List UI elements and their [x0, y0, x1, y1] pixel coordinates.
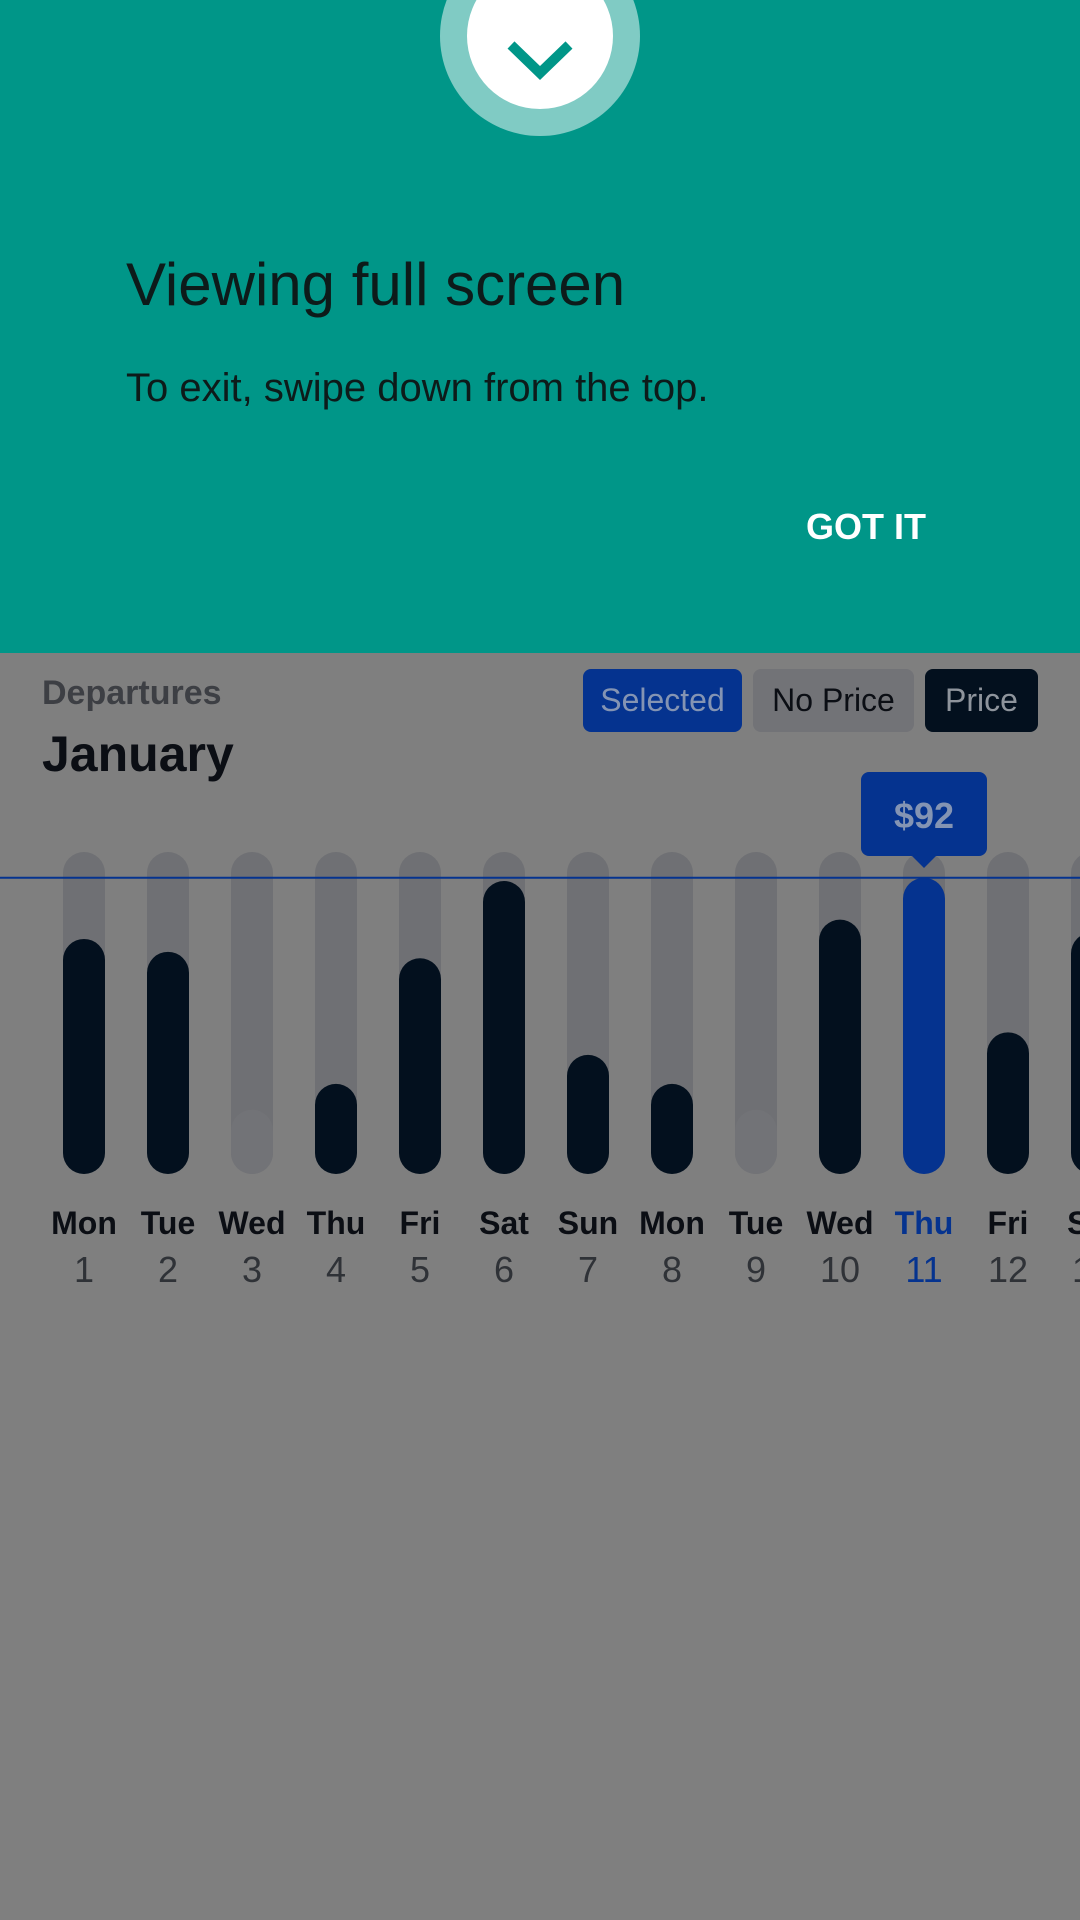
price-bar[interactable] — [987, 1032, 1029, 1174]
price-bar[interactable] — [399, 958, 441, 1174]
weekday-label: Wed — [807, 1205, 874, 1241]
legend-selected: Selected — [583, 669, 742, 732]
day-number: 11 — [905, 1249, 942, 1290]
price-bar[interactable] — [735, 1109, 777, 1174]
weekday-label: Wed — [219, 1205, 286, 1241]
got-it-button[interactable]: GOT IT — [806, 506, 926, 547]
price-bar[interactable] — [147, 951, 189, 1174]
day-number: 9 — [746, 1249, 766, 1290]
day-number: 6 — [494, 1249, 514, 1290]
notice-body: To exit, swipe down from the top. — [126, 366, 709, 410]
selected-price-bar[interactable] — [903, 877, 945, 1174]
day-number: 12 — [988, 1249, 1028, 1290]
weekday-label: Mon — [51, 1205, 117, 1241]
day-number: 4 — [326, 1249, 346, 1290]
day-number: 8 — [662, 1249, 682, 1290]
bar-track — [735, 852, 777, 1174]
price-bar[interactable] — [1071, 933, 1080, 1175]
day-number: 7 — [578, 1249, 598, 1290]
month-title: January — [42, 726, 234, 782]
weekday-label: Sat — [479, 1205, 529, 1241]
weekday-label: Mon — [639, 1205, 705, 1241]
day-number: 1 — [74, 1249, 94, 1290]
notice-handle-knob[interactable] — [467, 0, 613, 109]
day-number: 5 — [410, 1249, 430, 1290]
day-number: 10 — [820, 1249, 860, 1290]
day-number: 2 — [158, 1249, 178, 1290]
notice-title: Viewing full screen — [126, 251, 626, 318]
legend-no-price: No Price — [753, 669, 914, 732]
price-bar[interactable] — [483, 880, 525, 1174]
fullscreen-notice: Viewing full screen To exit, swipe down … — [0, 0, 1080, 653]
price-bar[interactable] — [819, 919, 861, 1174]
weekday-label: Tue — [729, 1205, 784, 1241]
price-bar[interactable] — [63, 938, 105, 1174]
departures-label: Departures — [42, 674, 222, 712]
price-bar[interactable] — [567, 1054, 609, 1174]
price-bar[interactable] — [651, 1083, 693, 1174]
notice-handle[interactable] — [440, 0, 640, 136]
price-bar[interactable] — [231, 1109, 273, 1174]
chevron-down-icon — [507, 41, 573, 80]
weekday-label: Fri — [400, 1205, 441, 1241]
price-tooltip-label: $92 — [894, 795, 954, 836]
weekday-label: Fri — [988, 1205, 1029, 1241]
weekday-label: Sun — [558, 1205, 618, 1241]
price-bar[interactable] — [315, 1083, 357, 1174]
price-calendar-chart[interactable]: Mon 1 Tue 2 Wed 3 Thu 4 Fri 5 Sat 6 Sun 7 Mon 8 Tue 9 Wed 1… — [0, 760, 1080, 1320]
weekday-label: Tue — [141, 1205, 196, 1241]
day-number: 3 — [242, 1249, 262, 1290]
day-number: 13 — [1072, 1249, 1080, 1290]
weekday-label: Thu — [895, 1205, 954, 1241]
weekday-label: Sat — [1067, 1205, 1080, 1241]
weekday-label: Thu — [307, 1205, 366, 1241]
legend-price: Price — [925, 669, 1038, 732]
price-tooltip — [861, 772, 987, 856]
bar-track — [231, 852, 273, 1174]
price-tooltip-pointer — [910, 854, 938, 868]
